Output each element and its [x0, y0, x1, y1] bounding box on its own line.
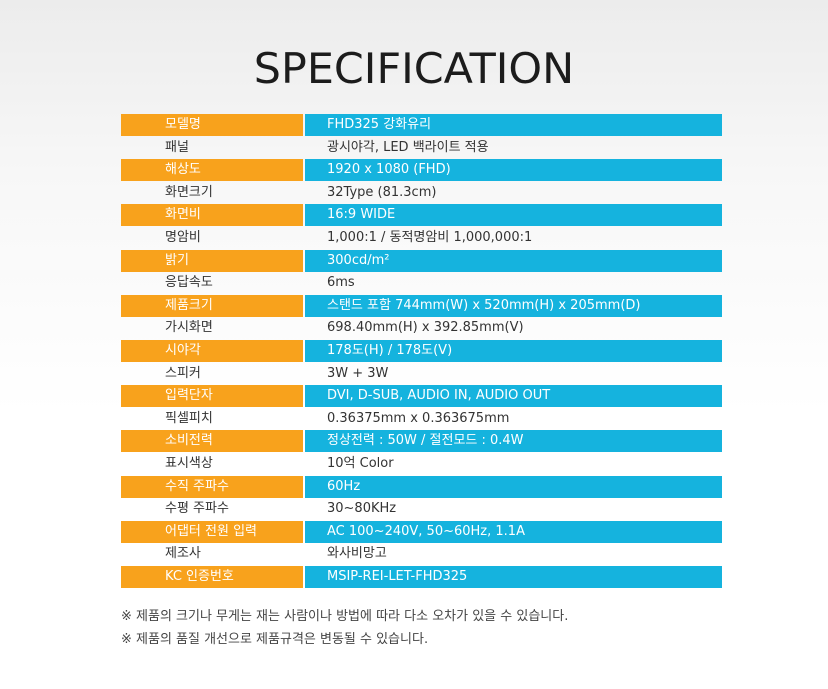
spec-label: 가시화면 [165, 320, 213, 336]
spec-value: MSIP-REI-LET-FHD325 [305, 565, 722, 588]
page-title: SPECIFICATION [253, 44, 575, 93]
spec-row: 제조사 와사비망고 [121, 543, 722, 565]
spec-row: 시야각 178도(H) / 178도(V) [121, 339, 722, 362]
spec-row: 입력단자 DVI, D-SUB, AUDIO IN, AUDIO OUT [121, 385, 722, 408]
notes: ※ 제품의 크기나 무게는 재는 사람이나 방법에 따라 다소 오차가 있을 수… [121, 605, 781, 651]
spec-label: 제조사 [165, 546, 201, 562]
spec-label: 시야각 [121, 339, 303, 362]
spec-label: 수직 주파수 [121, 475, 303, 498]
spec-row: 명암비 1,000:1 / 동적명암비 1,000,000:1 [121, 227, 722, 249]
spec-label: 픽셀피치 [165, 410, 213, 426]
spec-value: 300cd/m² [305, 249, 722, 272]
spec-value: 0.36375mm x 0.363675mm [327, 410, 510, 426]
spec-value: 60Hz [305, 475, 722, 498]
spec-row: 모델명 FHD325 강화유리 [121, 114, 722, 136]
spec-value: 1920 x 1080 (FHD) [305, 159, 722, 182]
spec-label: 화면크기 [165, 184, 213, 200]
spec-value: 와사비망고 [327, 546, 387, 562]
spec-value: 178도(H) / 178도(V) [305, 339, 722, 362]
spec-row: 제품크기 스탠드 포함 744mm(W) x 520mm(H) x 205mm(D… [121, 294, 722, 317]
spec-value: 스탠드 포함 744mm(W) x 520mm(H) x 205mm(D) [305, 294, 722, 317]
spec-label: 소비전력 [121, 430, 303, 453]
spec-value: 1,000:1 / 동적명암비 1,000,000:1 [327, 229, 533, 245]
spec-value: DVI, D-SUB, AUDIO IN, AUDIO OUT [305, 385, 722, 408]
spec-row: 어댑터 전원 입력 AC 100~240V, 50~60Hz, 1.1A [121, 520, 722, 543]
spec-row: 패널 광시야각, LED 백라이트 적용 [121, 137, 722, 159]
spec-label: 밝기 [121, 249, 303, 272]
spec-value: 10억 Color [327, 455, 394, 471]
spec-label: 어댑터 전원 입력 [121, 520, 303, 543]
spec-row: 응답속도 6ms [121, 272, 722, 294]
spec-label: 스피커 [165, 365, 201, 381]
spec-row: 픽셀피치 0.36375mm x 0.363675mm [121, 408, 722, 430]
spec-value: 6ms [327, 275, 355, 291]
spec-row: 스피커 3W + 3W [121, 363, 722, 385]
spec-label: 패널 [165, 139, 189, 155]
spec-value: 30~80KHz [327, 501, 397, 517]
spec-row: 해상도 1920 x 1080 (FHD) [121, 159, 722, 182]
spec-label: 입력단자 [121, 385, 303, 408]
spec-label: 화면비 [121, 204, 303, 227]
spec-row: 화면비 16:9 WIDE [121, 204, 722, 227]
spec-value: 광시야각, LED 백라이트 적용 [327, 139, 489, 155]
spec-value: 32Type (81.3cm) [327, 184, 437, 200]
spec-label: 모델명 [121, 114, 303, 136]
spec-label: 응답속도 [165, 275, 213, 291]
spec-row: 밝기 300cd/m² [121, 249, 722, 272]
spec-row: 소비전력 정상전력 : 50W / 절전모드 : 0.4W [121, 430, 722, 453]
note-size-weight: ※ 제품의 크기나 무게는 재는 사람이나 방법에 따라 다소 오차가 있을 수… [121, 609, 569, 624]
spec-value: 3W + 3W [327, 365, 389, 381]
note-spec-change: ※ 제품의 품질 개선으로 제품규격은 변동될 수 있습니다. [121, 632, 429, 647]
spec-value: 698.40mm(H) x 392.85mm(V) [327, 320, 524, 336]
spec-row: 수직 주파수 60Hz [121, 475, 722, 498]
spec-label: 표시색상 [165, 455, 213, 471]
spec-label: 명암비 [165, 229, 201, 245]
spec-row: KC 인증번호 MSIP-REI-LET-FHD325 [121, 565, 722, 588]
spec-row: 표시색상 10억 Color [121, 453, 722, 475]
spec-label: 제품크기 [121, 294, 303, 317]
spec-value: 16:9 WIDE [305, 204, 722, 227]
spec-label: 해상도 [121, 159, 303, 182]
spec-value: 정상전력 : 50W / 절전모드 : 0.4W [305, 430, 722, 453]
spec-row: 화면크기 32Type (81.3cm) [121, 182, 722, 204]
spec-label: KC 인증번호 [121, 565, 303, 588]
spec-label: 수평 주파수 [165, 501, 229, 517]
spec-row: 수평 주파수 30~80KHz [121, 498, 722, 520]
spec-value: FHD325 강화유리 [305, 114, 722, 136]
spec-value: AC 100~240V, 50~60Hz, 1.1A [305, 520, 722, 543]
spec-row: 가시화면 698.40mm(H) x 392.85mm(V) [121, 317, 722, 339]
